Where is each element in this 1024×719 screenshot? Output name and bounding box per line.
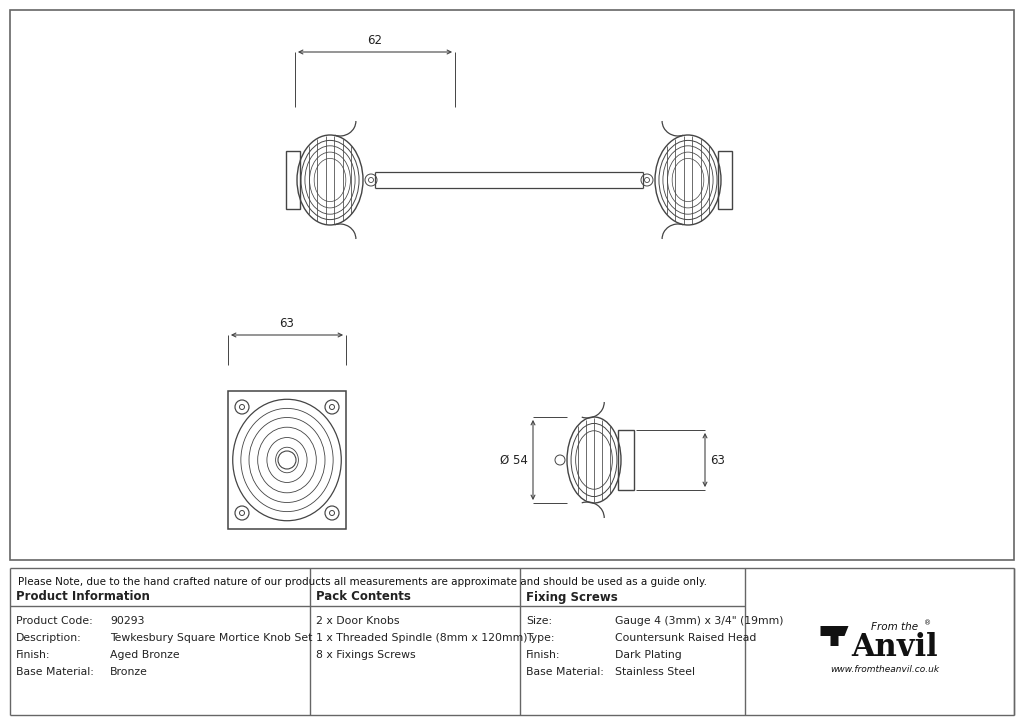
Text: Gauge 4 (3mm) x 3/4" (19mm): Gauge 4 (3mm) x 3/4" (19mm) [615, 616, 783, 626]
Text: Finish:: Finish: [526, 650, 560, 660]
Text: Anvil: Anvil [851, 633, 938, 664]
Text: Base Material:: Base Material: [526, 667, 604, 677]
Text: Product Information: Product Information [16, 590, 150, 603]
Text: Bronze: Bronze [110, 667, 147, 677]
Bar [286, 151, 300, 209]
Text: Countersunk Raised Head: Countersunk Raised Head [615, 633, 757, 643]
Text: Please Note, due to the hand crafted nature of our products all measurements are: Please Note, due to the hand crafted nat… [18, 577, 707, 587]
Text: 1 x Threaded Spindle (8mm x 120mm): 1 x Threaded Spindle (8mm x 120mm) [316, 633, 527, 643]
Text: 63: 63 [710, 454, 725, 467]
Bar [10, 10, 1014, 560]
Text: 62: 62 [368, 34, 383, 47]
Text: Product Code:: Product Code: [16, 616, 93, 626]
Text: Base Material:: Base Material: [16, 667, 94, 677]
Text: From the: From the [871, 622, 919, 632]
Text: Dark Plating: Dark Plating [615, 650, 682, 660]
Bar [228, 391, 346, 529]
Polygon shape [820, 626, 849, 646]
Bar [618, 430, 634, 490]
Text: 90293: 90293 [110, 616, 144, 626]
Text: 8 x Fixings Screws: 8 x Fixings Screws [316, 650, 416, 660]
Text: Finish:: Finish: [16, 650, 50, 660]
Bar [718, 151, 732, 209]
Text: 2 x Door Knobs: 2 x Door Knobs [316, 616, 399, 626]
Text: Size:: Size: [526, 616, 552, 626]
Text: www.fromtheanvil.co.uk: www.fromtheanvil.co.uk [829, 666, 939, 674]
Text: ®: ® [924, 620, 931, 626]
Text: Fixing Screws: Fixing Screws [526, 590, 617, 603]
Text: Pack Contents: Pack Contents [316, 590, 411, 603]
Text: Aged Bronze: Aged Bronze [110, 650, 179, 660]
Text: Type:: Type: [526, 633, 555, 643]
Text: Description:: Description: [16, 633, 82, 643]
Text: 63: 63 [280, 317, 295, 330]
Text: Stainless Steel: Stainless Steel [615, 667, 695, 677]
Text: Tewkesbury Square Mortice Knob Set: Tewkesbury Square Mortice Knob Set [110, 633, 312, 643]
Text: Ø 54: Ø 54 [500, 454, 528, 467]
